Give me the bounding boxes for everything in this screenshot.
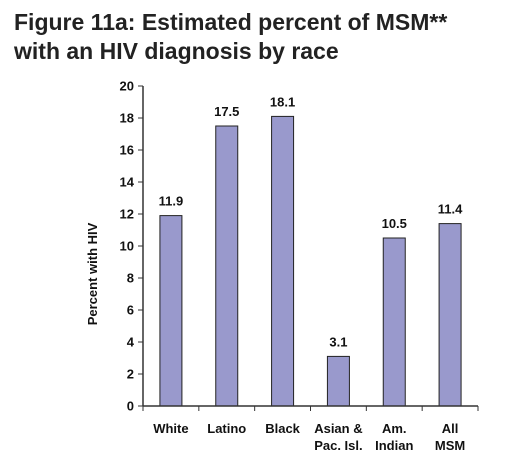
x-tick-label: Asian & [314,421,362,436]
x-tick-label: Am. [382,421,407,436]
chart-title-line-1: Figure 11a: Estimated percent of MSM** [14,9,448,35]
chart-title: Figure 11a: Estimated percent of MSM** w… [14,8,504,66]
y-tick-label: 0 [127,399,134,414]
y-tick-label: 8 [127,271,134,286]
chart-title-line-2: with an HIV diagnosis by race [14,38,339,64]
data-labels-group: 11.9 17.5 18.1 3.1 10.5 11.4 [159,94,464,349]
bar [438,223,462,407]
bar [382,237,406,407]
x-tick-label: White [153,421,188,436]
axes-group [142,86,479,411]
y-tick-label: 16 [120,143,134,158]
y-tick-label: 12 [120,207,134,222]
y-tick-label: 14 [120,175,135,190]
y-tick-label: 2 [127,367,134,382]
y-tick-label: 20 [120,79,134,94]
bars-group [159,115,462,407]
x-tick-label: All [442,421,459,436]
x-tick-label: MSM [435,438,465,453]
bar [215,125,239,407]
bar [159,215,183,407]
x-tick-label: Indian [375,438,413,453]
y-axis-label: Percent with HIV [85,222,100,325]
data-label: 11.4 [438,202,463,217]
data-label: 10.5 [382,216,407,231]
bar [271,115,295,407]
data-label: 17.5 [214,104,239,119]
x-labels-group: White Latino Black Asian & Pac. Isl. Am. India… [153,421,465,453]
data-label: 18.1 [270,94,295,109]
data-label: 11.9 [159,194,184,209]
x-tick-label: Pac. Isl. [314,438,362,453]
y-ticks-group: 0 2 4 6 8 10 12 14 16 18 20 [120,79,143,414]
y-tick-label: 10 [120,239,134,254]
y-tick-label: 4 [127,335,135,350]
y-tick-label: 6 [127,303,134,318]
data-label: 3.1 [329,334,347,349]
x-tick-label: Latino [207,421,246,436]
y-tick-label: 18 [120,111,134,126]
bar [326,355,350,407]
x-tick-label: Black [265,421,300,436]
